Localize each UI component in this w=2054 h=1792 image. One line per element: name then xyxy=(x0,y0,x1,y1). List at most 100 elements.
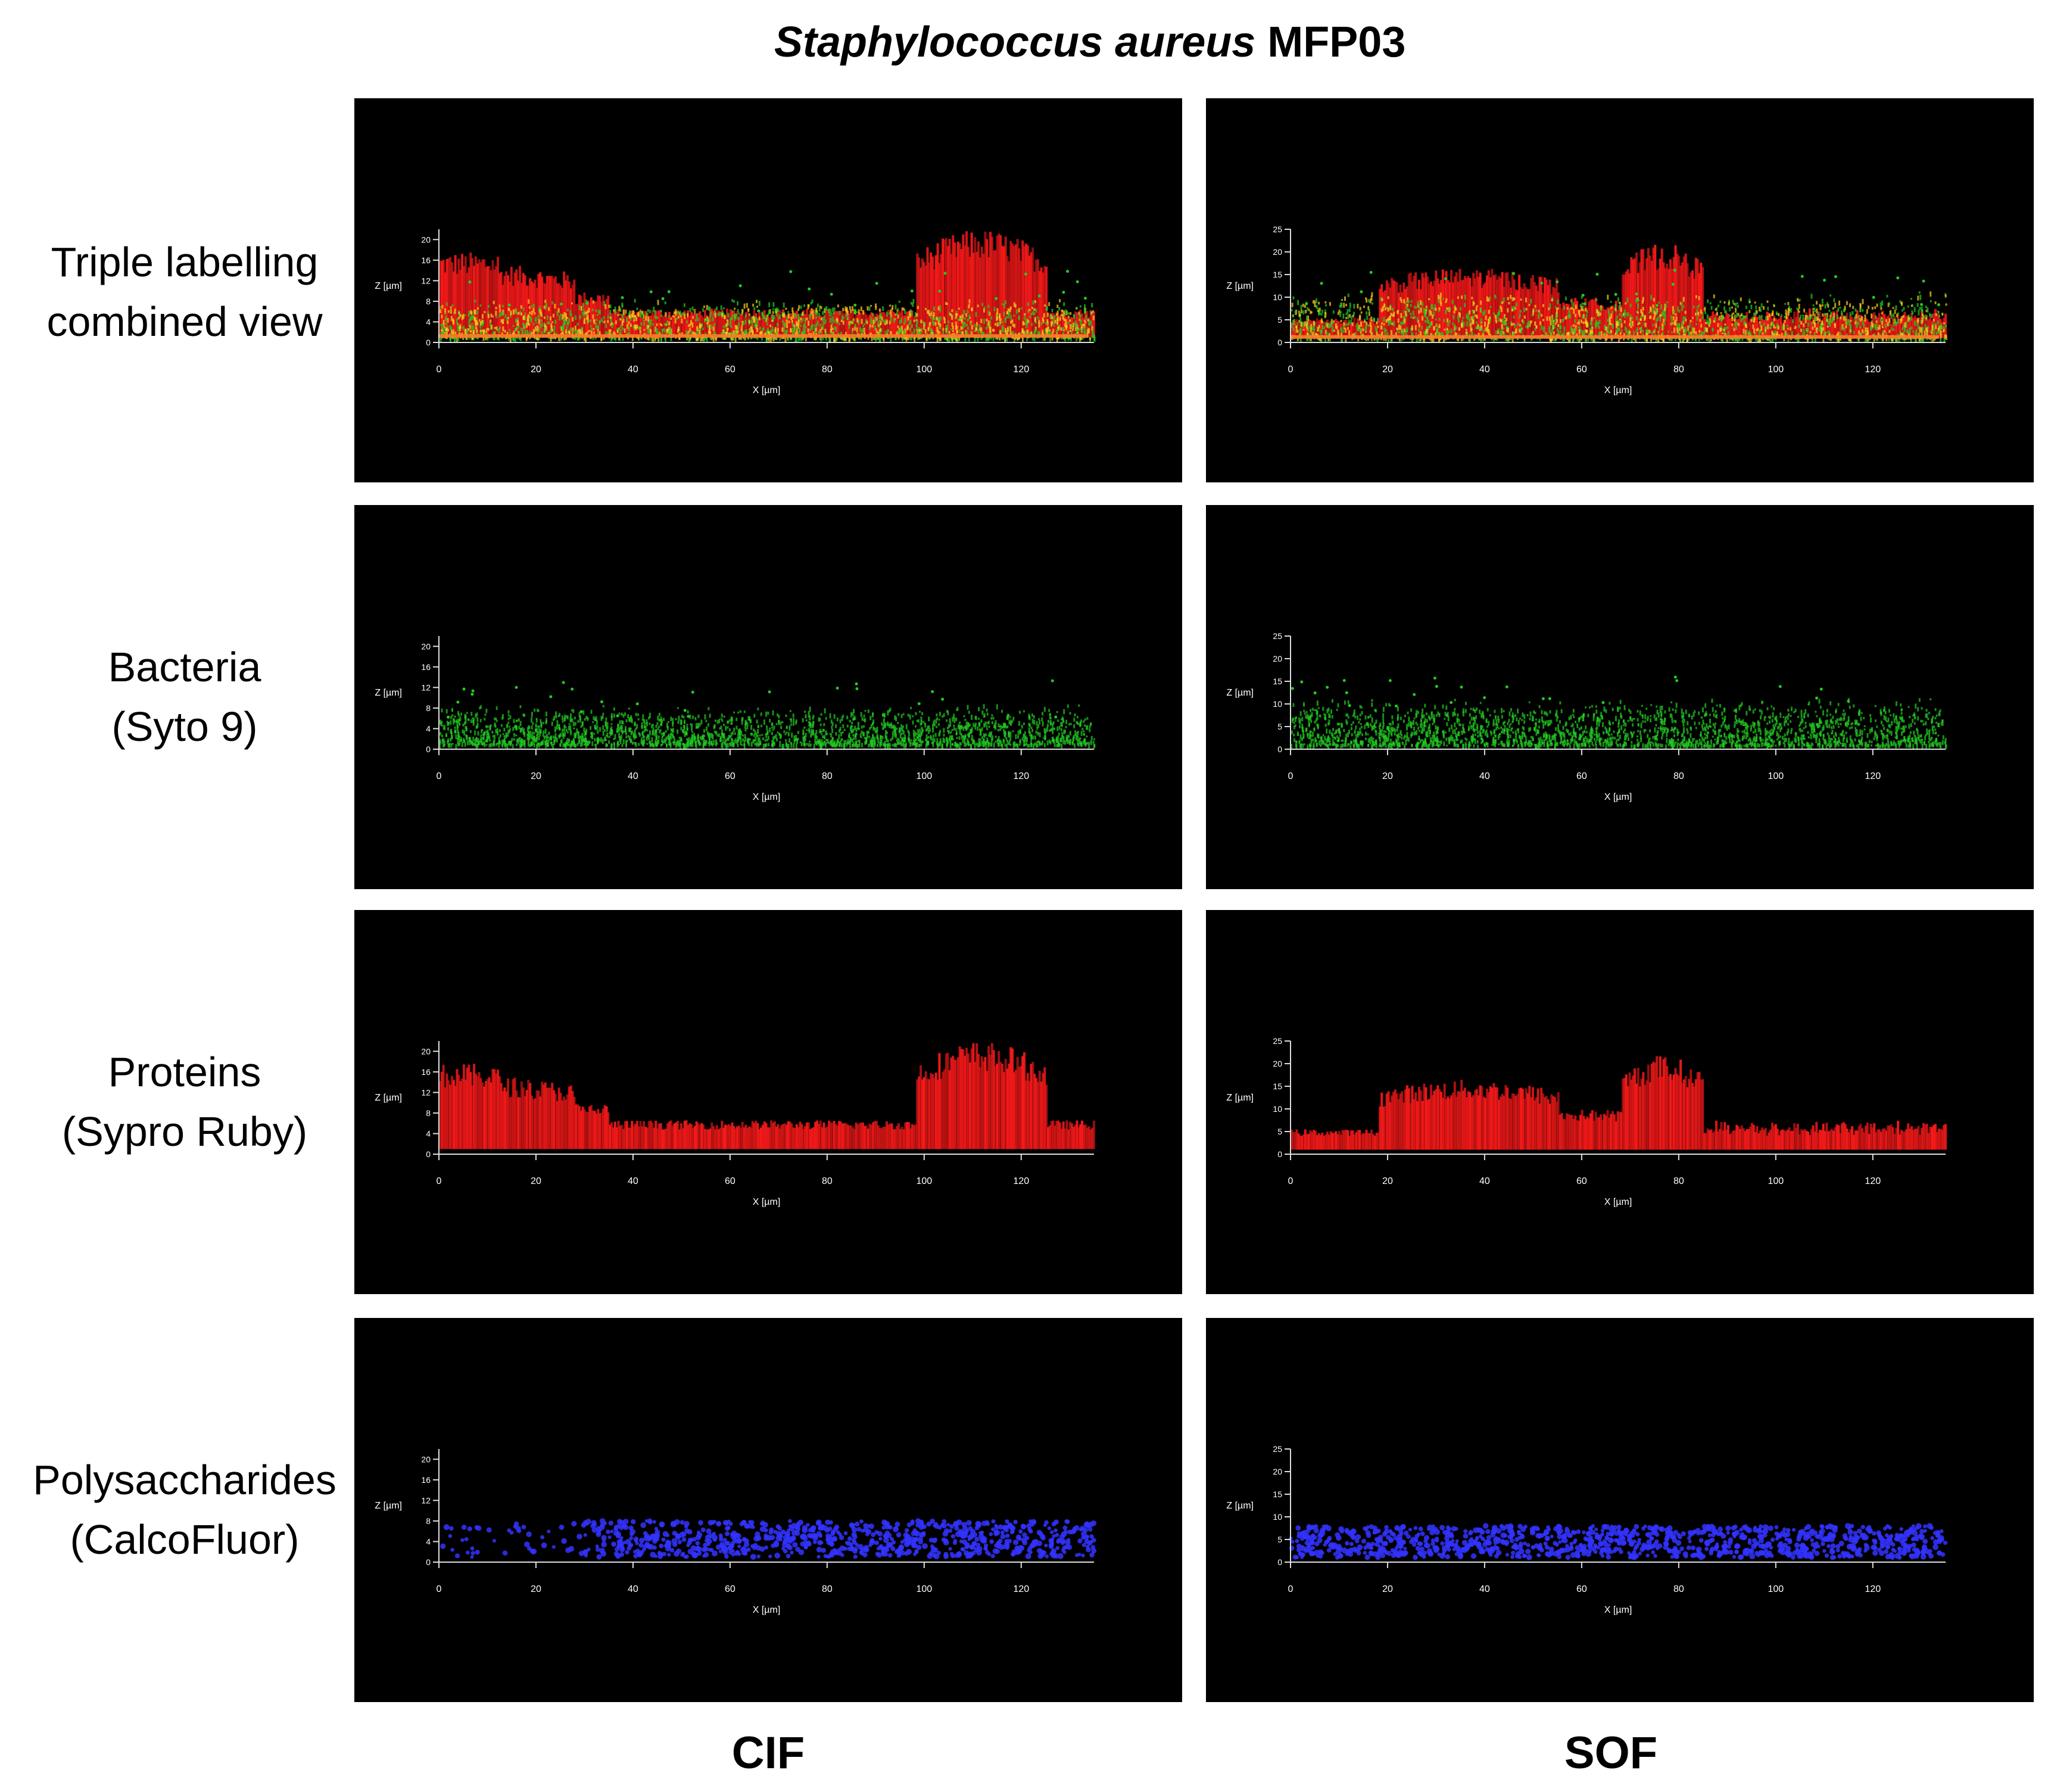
column-label-cif: CIF xyxy=(731,1728,805,1778)
x-tick-label: 40 xyxy=(1479,364,1490,375)
panel-cif-proteins: 0 20 40 60 80 100 120 0 4 8 12 16 20 X [µm] Z [µm] xyxy=(354,910,1182,1294)
row-label-line2: (Sypro Ruby) xyxy=(61,1108,308,1155)
x-tick-label: 120 xyxy=(1865,1176,1881,1186)
plot-axes xyxy=(1285,1040,1946,1160)
biofilm-signal xyxy=(1291,1056,1947,1150)
x-axis-label: X [µm] xyxy=(753,1197,781,1207)
x-tick-label: 80 xyxy=(822,1584,833,1594)
panel-plot: 0 20 40 60 80 100 120 0 4 8 12 16 20 X [µm] Z [µm] xyxy=(375,636,1096,802)
x-tick-label: 20 xyxy=(531,1176,541,1186)
z-axis-label: Z [µm] xyxy=(375,688,402,698)
x-tick-label: 20 xyxy=(531,364,541,375)
x-tick-label: 120 xyxy=(1013,1584,1029,1594)
x-tick-label: 0 xyxy=(1288,364,1294,375)
biofilm-signal xyxy=(440,1518,1097,1560)
z-tick-label: 8 xyxy=(426,1516,431,1526)
z-tick-label: 16 xyxy=(421,255,431,265)
x-tick-label: 20 xyxy=(1382,771,1393,781)
z-tick-label: 20 xyxy=(421,1046,431,1056)
x-tick-label: 40 xyxy=(1479,1584,1490,1594)
x-tick-label: 120 xyxy=(1865,1584,1881,1594)
z-tick-label: 20 xyxy=(1273,1467,1282,1476)
title-species: Staphylococcus aureus xyxy=(774,18,1256,66)
panel-plot: 0 20 40 60 80 100 120 0 4 8 12 16 20 X [µm] Z [µm] xyxy=(375,229,1096,395)
row-label-line2: combined view xyxy=(46,298,323,345)
x-tick-label: 120 xyxy=(1865,771,1881,781)
row-label-line1: Bacteria xyxy=(108,644,261,690)
z-axis-label: Z [µm] xyxy=(375,1501,402,1511)
z-axis-label: Z [µm] xyxy=(1226,281,1254,291)
x-tick-label: 100 xyxy=(916,1176,932,1186)
x-tick-label: 0 xyxy=(1288,1176,1294,1186)
x-tick-label: 0 xyxy=(437,1584,442,1594)
z-tick-label: 0 xyxy=(1277,338,1282,347)
z-tick-label: 20 xyxy=(1273,654,1282,663)
z-axis-label: Z [µm] xyxy=(375,1093,402,1103)
z-tick-label: 10 xyxy=(1273,1104,1282,1114)
z-tick-label: 15 xyxy=(1273,1082,1282,1091)
plot-axes xyxy=(1285,229,1946,348)
z-tick-label: 20 xyxy=(1273,1059,1282,1068)
z-tick-label: 16 xyxy=(421,662,431,672)
x-tick-label: 60 xyxy=(725,771,735,781)
x-tick-label: 0 xyxy=(1288,771,1294,781)
z-tick-label: 5 xyxy=(1277,1535,1282,1544)
panel-plot: 0 20 40 60 80 100 120 0 5 10 15 20 25 X [µm] Z [µm] xyxy=(1226,1036,1947,1207)
x-tick-label: 60 xyxy=(725,1584,735,1594)
z-axis-label: Z [µm] xyxy=(375,281,402,291)
z-tick-label: 4 xyxy=(426,1129,431,1138)
panel-sof-proteins: 0 20 40 60 80 100 120 0 5 10 15 20 25 X [µm] Z [µm] xyxy=(1206,910,2034,1294)
plot-axes xyxy=(433,229,1094,348)
x-tick-label: 60 xyxy=(725,1176,735,1186)
biofilm-signal xyxy=(1288,1523,1948,1560)
z-tick-label: 10 xyxy=(1273,1512,1282,1522)
row-label-line2: (CalcoFluor) xyxy=(70,1516,300,1563)
x-tick-label: 20 xyxy=(1382,1176,1393,1186)
x-tick-label: 20 xyxy=(531,771,541,781)
panel-sof-combined: 0 20 40 60 80 100 120 0 5 10 15 20 25 X [µm] Z [µm] xyxy=(1206,98,2034,482)
x-tick-label: 80 xyxy=(1673,364,1684,375)
row-label-polysaccharides: Polysaccharides (CalcoFluor) xyxy=(12,1450,357,1569)
plot-axes xyxy=(433,1449,1094,1568)
z-tick-label: 12 xyxy=(421,276,431,285)
z-tick-label: 4 xyxy=(426,1537,431,1546)
x-tick-label: 40 xyxy=(628,1176,638,1186)
x-tick-label: 100 xyxy=(916,364,932,375)
x-tick-label: 60 xyxy=(1576,1176,1587,1186)
x-tick-label: 40 xyxy=(628,364,638,375)
plot-axes xyxy=(433,636,1094,755)
x-tick-label: 0 xyxy=(1288,1584,1294,1594)
panel-plot: 0 20 40 60 80 100 120 0 5 10 15 20 25 X [µm] Z [µm] xyxy=(1226,631,1947,802)
x-tick-label: 40 xyxy=(1479,1176,1490,1186)
biofilm-signal xyxy=(439,231,1096,343)
z-tick-label: 10 xyxy=(1273,699,1282,709)
z-tick-label: 5 xyxy=(1277,315,1282,325)
figure-title: Staphylococcus aureus MFP03 xyxy=(774,18,1608,67)
x-tick-label: 100 xyxy=(1768,364,1784,375)
z-tick-label: 0 xyxy=(1277,744,1282,754)
z-tick-label: 20 xyxy=(421,641,431,651)
z-tick-label: 0 xyxy=(426,744,431,754)
z-tick-label: 25 xyxy=(1273,1036,1282,1046)
z-tick-label: 5 xyxy=(1277,1127,1282,1136)
z-tick-label: 8 xyxy=(426,1108,431,1118)
z-tick-label: 0 xyxy=(426,1149,431,1159)
z-tick-label: 10 xyxy=(1273,292,1282,302)
x-tick-label: 120 xyxy=(1013,771,1029,781)
x-tick-label: 120 xyxy=(1013,1176,1029,1186)
panel-cif-combined: 0 20 40 60 80 100 120 0 4 8 12 16 20 X [µm] Z [µm] xyxy=(354,98,1182,482)
z-tick-label: 12 xyxy=(421,1087,431,1097)
x-tick-label: 100 xyxy=(916,1584,932,1594)
z-tick-label: 25 xyxy=(1273,631,1282,641)
plot-axes xyxy=(1285,1448,1946,1568)
panel-plot: 0 20 40 60 80 100 120 0 5 10 15 20 25 X [µm] Z [µm] xyxy=(1226,225,1947,395)
x-axis-label: X [µm] xyxy=(1604,792,1632,802)
z-tick-label: 15 xyxy=(1273,677,1282,686)
z-axis-label: Z [µm] xyxy=(1226,1501,1254,1511)
z-axis-label: Z [µm] xyxy=(1226,688,1254,698)
x-tick-label: 100 xyxy=(1768,1176,1784,1186)
x-tick-label: 0 xyxy=(437,1176,442,1186)
x-tick-label: 20 xyxy=(531,1584,541,1594)
biofilm-signal xyxy=(439,679,1096,750)
x-tick-label: 60 xyxy=(1576,771,1587,781)
